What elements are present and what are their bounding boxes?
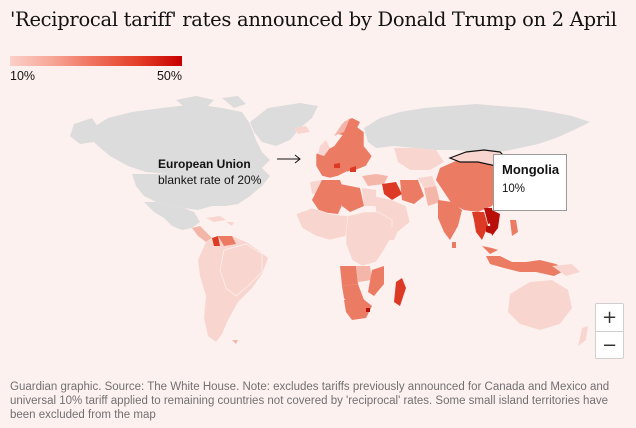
legend-gradient-bar — [10, 56, 182, 66]
guyana[interactable] — [212, 236, 220, 246]
south-africa[interactable] — [344, 298, 372, 320]
zambia[interactable] — [356, 266, 372, 282]
new-zealand[interactable] — [578, 326, 588, 346]
malaysia[interactable] — [482, 246, 498, 254]
serbia[interactable] — [350, 166, 356, 172]
legend-labels: 10% 50% — [10, 69, 182, 85]
mozambique[interactable] — [368, 266, 384, 296]
venezuela[interactable] — [218, 236, 236, 246]
russia[interactable] — [364, 104, 590, 152]
australia[interactable] — [508, 280, 572, 330]
madagascar[interactable] — [394, 278, 406, 306]
alaska[interactable] — [70, 118, 100, 144]
mexico[interactable] — [144, 202, 200, 230]
india[interactable] — [438, 200, 462, 240]
horn-of-africa[interactable] — [384, 226, 400, 240]
tooltip-tariff-value: 10% — [502, 183, 526, 195]
pakistan[interactable] — [424, 186, 440, 206]
indonesia[interactable] — [486, 256, 566, 276]
zoom-controls: + − — [595, 303, 624, 359]
eu-annotation-title: European Union — [158, 157, 251, 171]
eu-annotation-text: blanket rate of 20% — [158, 173, 262, 187]
arrow-right-icon — [277, 154, 301, 164]
iceland[interactable] — [294, 126, 310, 134]
source-note: Guardian graphic. Source: The White Hous… — [10, 381, 610, 421]
european-union[interactable] — [315, 125, 373, 179]
central-america[interactable] — [192, 226, 212, 242]
iran[interactable] — [400, 180, 424, 204]
egypt[interactable] — [362, 188, 376, 206]
switzerland[interactable] — [334, 163, 340, 168]
norway[interactable] — [334, 118, 350, 136]
zoom-out-button[interactable]: − — [601, 335, 618, 356]
afghanistan[interactable] — [418, 176, 436, 188]
legend-max-label: 50% — [156, 69, 182, 83]
uk[interactable] — [318, 140, 330, 156]
angola[interactable] — [340, 266, 358, 286]
myanmar-thailand[interactable] — [472, 212, 488, 240]
world-map[interactable] — [0, 95, 636, 370]
greenland[interactable] — [250, 103, 318, 146]
sri-lanka[interactable] — [452, 242, 456, 248]
lesotho[interactable] — [366, 308, 370, 312]
chart-title: 'Reciprocal tariff' rates announced by D… — [10, 8, 617, 31]
usa[interactable] — [132, 168, 270, 210]
legend-min-label: 10% — [10, 69, 36, 83]
china[interactable] — [436, 160, 504, 212]
tooltip-country-name: Mongolia — [502, 162, 560, 177]
kazakhstan[interactable] — [394, 148, 444, 170]
papua[interactable] — [552, 264, 580, 276]
color-legend: 10% 50% — [10, 56, 182, 85]
caribbean[interactable] — [206, 216, 234, 226]
arctic-islands[interactable] — [176, 96, 246, 108]
brazil[interactable] — [219, 243, 263, 297]
central-east-africa[interactable] — [345, 211, 393, 267]
algeria[interactable] — [312, 180, 346, 214]
falklands[interactable] — [232, 340, 238, 344]
country-tooltip: Mongolia 10% — [493, 154, 567, 211]
canada[interactable] — [88, 104, 270, 174]
eu-annotation: European Union blanket rate of 20% — [158, 156, 261, 188]
zoom-in-button[interactable]: + — [596, 304, 623, 332]
turkey[interactable] — [362, 174, 388, 186]
syria-iraq[interactable] — [382, 182, 402, 200]
libya[interactable] — [340, 184, 364, 212]
cambodia[interactable] — [486, 226, 494, 234]
philippines[interactable] — [510, 220, 518, 236]
